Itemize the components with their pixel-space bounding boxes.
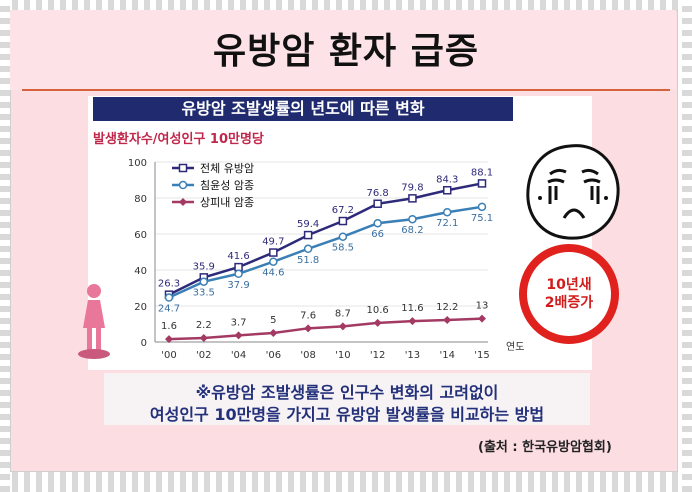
chart-title: 유방암 조발생률의 년도에 따른 변화	[93, 97, 513, 121]
data-point	[304, 324, 313, 333]
data-point	[199, 277, 209, 286]
data-point	[303, 230, 313, 240]
y-tick-label: 20	[134, 302, 147, 313]
stamp-line-2: 2배증가	[544, 295, 594, 311]
data-label: 1.6	[161, 321, 177, 332]
page-title: 유방암 환자 급증	[213, 31, 479, 72]
y-tick-label: 40	[134, 266, 147, 277]
data-label: 51.8	[297, 255, 319, 266]
data-point	[338, 232, 348, 241]
data-point	[477, 202, 487, 212]
data-label: 76.8	[367, 188, 389, 199]
data-point	[373, 199, 382, 209]
series-line-2	[168, 317, 483, 341]
data-label: 49.7	[262, 237, 284, 248]
data-label: 2.2	[196, 320, 212, 331]
data-label: 44.6	[262, 268, 284, 279]
y-tick-label: 0	[141, 338, 147, 349]
x-tick-label: '04	[231, 350, 246, 361]
data-point	[269, 329, 278, 337]
data-label: 37.9	[227, 280, 249, 291]
data-point	[269, 257, 278, 266]
data-label: 68.2	[401, 225, 423, 236]
sad-face-icon	[526, 144, 620, 240]
x-tick-label: '02	[196, 350, 211, 361]
data-point	[443, 316, 452, 325]
data-label: 67.2	[332, 205, 354, 216]
data-label: 5	[270, 315, 276, 326]
legend-label: 전체 유방암	[200, 162, 254, 175]
data-label: 11.6	[401, 303, 423, 314]
data-label: 41.6	[227, 251, 249, 262]
y-tick-label: 80	[134, 194, 147, 205]
data-label: 79.8	[401, 182, 423, 193]
data-point	[165, 335, 173, 344]
stamp-line-1: 10년새	[546, 277, 592, 293]
title-band	[10, 10, 676, 90]
legend-marker	[178, 180, 188, 190]
data-label: 7.6	[300, 310, 316, 321]
data-point	[164, 293, 174, 302]
x-tick-label: '10	[335, 350, 350, 361]
data-label: 72.1	[436, 218, 458, 229]
data-label: 24.7	[158, 304, 180, 315]
data-label: 3.7	[231, 317, 247, 328]
data-point	[338, 216, 348, 226]
data-label: 35.9	[193, 261, 215, 272]
woman-icon	[78, 284, 110, 359]
legend-marker	[179, 198, 187, 206]
title-divider	[22, 89, 670, 91]
note-line-2: 여성인구 10만명을 가지고 유방암 발생률을 비교하는 방법	[149, 405, 545, 424]
x-tick-label: '08	[300, 350, 315, 361]
series-line-1	[168, 205, 483, 299]
y-axis-unit-label: 발생환자수/여성인구 10만명당	[93, 132, 264, 147]
data-point	[477, 179, 487, 188]
chart-panel	[88, 96, 592, 370]
data-point	[442, 186, 452, 195]
data-label: 12.2	[436, 302, 458, 313]
data-point	[373, 318, 382, 327]
y-tick-label: 100	[128, 158, 147, 169]
data-point	[234, 331, 243, 340]
note-line-1: ※유방암 조발생률은 인구수 변화의 고려없이	[195, 383, 499, 402]
data-point	[442, 207, 452, 217]
x-tick-label: '12	[370, 350, 385, 361]
data-label: 88.1	[471, 167, 493, 178]
data-point	[269, 248, 278, 257]
data-label: 10.6	[367, 305, 389, 316]
data-label: 58.5	[332, 243, 354, 254]
x-tick-label: '00	[161, 350, 176, 361]
x-tick-label: '14	[439, 350, 454, 361]
x-axis-label: 연도	[506, 341, 524, 353]
data-label: 8.7	[335, 308, 351, 319]
data-point	[408, 214, 417, 224]
data-point	[199, 334, 208, 343]
series-line-0	[168, 182, 483, 296]
legend-label: 상피내 암종	[200, 196, 254, 209]
x-tick-label: '06	[266, 350, 281, 361]
data-point	[478, 314, 486, 323]
data-label: 66	[371, 229, 384, 240]
data-label: 75.1	[471, 213, 493, 224]
data-point	[408, 194, 417, 203]
data-point	[303, 244, 313, 254]
data-point	[408, 317, 417, 326]
source-credit: (출처 : 한국유방암협회)	[478, 440, 612, 455]
data-label: 13	[476, 301, 489, 312]
data-point	[234, 269, 243, 279]
data-label: 26.3	[158, 279, 180, 290]
y-tick-label: 60	[134, 230, 147, 241]
data-label: 33.5	[193, 288, 215, 299]
x-tick-label: '13	[405, 350, 420, 361]
data-point	[338, 322, 347, 331]
legend-label: 침윤성 암종	[200, 179, 254, 192]
x-tick-label: '15	[474, 350, 489, 361]
note-box: ※유방암 조발생률은 인구수 변화의 고려없이 여성인구 10만명을 가지고 유…	[104, 373, 590, 425]
data-label: 59.4	[297, 219, 319, 230]
data-label: 84.3	[436, 174, 458, 185]
legend-marker	[178, 163, 188, 173]
data-point	[373, 218, 382, 228]
increase-stamp: 10년새 2배증가	[519, 244, 619, 344]
